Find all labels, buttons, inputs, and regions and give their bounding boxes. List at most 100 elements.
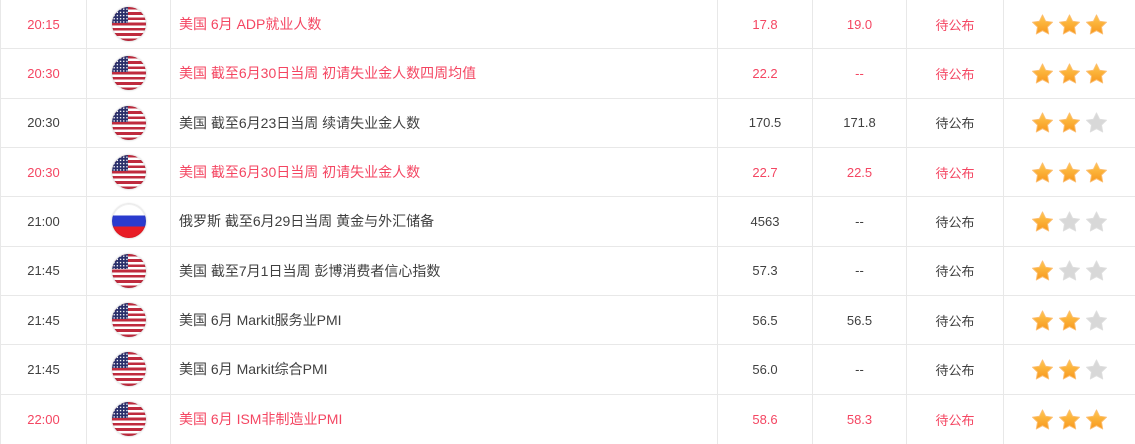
calendar-event-row[interactable]: 20:30 美国 截至6月30日当周 初请失业金人数四周均值 22.2 -- 待…	[1, 49, 1135, 99]
status-badge: 待公布	[906, 49, 1003, 98]
country-flag-cell	[86, 197, 170, 246]
calendar-event-row[interactable]: 21:00 俄罗斯 截至6月29日当周 黄金与外汇储备 4563 -- 待公布	[1, 197, 1135, 247]
calendar-event-row[interactable]: 20:30 美国 截至6月30日当周 初请失业金人数 22.7 22.5 待公布	[1, 147, 1135, 198]
importance-stars	[1031, 111, 1108, 134]
status-badge: 待公布	[906, 197, 1003, 246]
country-flag-cell	[86, 0, 170, 49]
importance-cell	[1003, 394, 1135, 444]
event-time: 20:15	[27, 16, 60, 32]
importance-cell	[1003, 197, 1135, 246]
importance-cell	[1003, 147, 1135, 197]
event-title: 美国 截至6月30日当周 初请失业金人数四周均值	[170, 49, 717, 98]
star-empty-icon	[1085, 309, 1108, 332]
event-title: 美国 6月 Markit服务业PMI	[170, 295, 717, 345]
previous-value: 17.8	[717, 0, 812, 49]
event-title: 美国 6月 ISM非制造业PMI	[170, 394, 717, 444]
importance-cell	[1003, 49, 1135, 98]
previous-value: 58.6	[717, 394, 812, 444]
country-flag-cell	[86, 49, 170, 98]
previous-value: 4563	[717, 197, 812, 246]
forecast-value: 22.5	[812, 147, 906, 197]
forecast-value: 56.5	[812, 295, 906, 345]
event-time: 20:30	[27, 164, 60, 180]
star-filled-icon	[1058, 309, 1081, 332]
status-badge: 待公布	[906, 98, 1003, 147]
us-flag-icon	[111, 303, 146, 338]
event-title: 美国 截至6月23日当周 续请失业金人数	[170, 98, 717, 147]
event-time: 21:45	[27, 263, 60, 279]
event-title: 美国 6月 ADP就业人数	[170, 0, 717, 49]
event-title: 美国 截至6月30日当周 初请失业金人数	[170, 147, 717, 197]
importance-stars	[1031, 161, 1108, 184]
star-filled-icon	[1031, 111, 1054, 134]
star-filled-icon	[1058, 161, 1081, 184]
importance-cell	[1003, 98, 1135, 147]
star-filled-icon	[1058, 111, 1081, 134]
calendar-event-row[interactable]: 21:45 美国 6月 Markit综合PMI 56.0 -- 待公布	[1, 345, 1135, 395]
star-empty-icon	[1085, 210, 1108, 233]
star-empty-icon	[1058, 210, 1081, 233]
star-filled-icon	[1031, 161, 1054, 184]
importance-stars	[1031, 358, 1108, 381]
calendar-event-row[interactable]: 20:30 美国 截至6月23日当周 续请失业金人数 170.5 171.8 待…	[1, 98, 1135, 148]
previous-value: 57.3	[717, 246, 812, 295]
us-flag-icon	[111, 253, 146, 288]
star-filled-icon	[1058, 408, 1081, 431]
star-filled-icon	[1085, 62, 1108, 85]
importance-stars	[1031, 309, 1108, 332]
forecast-value: 19.0	[812, 0, 906, 49]
star-filled-icon	[1031, 210, 1054, 233]
forecast-value: --	[812, 49, 906, 98]
us-flag-icon	[111, 7, 146, 42]
importance-stars	[1031, 259, 1108, 282]
us-flag-icon	[111, 402, 146, 437]
event-time: 22:00	[27, 411, 60, 427]
country-flag-cell	[86, 246, 170, 295]
forecast-value: --	[812, 345, 906, 394]
previous-value: 22.2	[717, 49, 812, 98]
previous-value: 56.5	[717, 295, 812, 345]
event-time: 21:45	[27, 312, 60, 328]
importance-stars	[1031, 13, 1108, 36]
star-empty-icon	[1058, 259, 1081, 282]
country-flag-cell	[86, 147, 170, 197]
status-badge: 待公布	[906, 345, 1003, 394]
us-flag-icon	[111, 352, 146, 387]
calendar-event-row[interactable]: 22:00 美国 6月 ISM非制造业PMI 58.6 58.3 待公布	[1, 394, 1135, 444]
importance-cell	[1003, 345, 1135, 394]
forecast-value: 58.3	[812, 394, 906, 444]
star-filled-icon	[1031, 259, 1054, 282]
status-badge: 待公布	[906, 246, 1003, 295]
previous-value: 56.0	[717, 345, 812, 394]
country-flag-cell	[86, 295, 170, 345]
importance-stars	[1031, 210, 1108, 233]
event-time: 20:30	[27, 65, 60, 81]
event-title: 俄罗斯 截至6月29日当周 黄金与外汇储备	[170, 197, 717, 246]
calendar-event-row[interactable]: 20:15 美国 6月 ADP就业人数 17.8 19.0 待公布	[1, 0, 1135, 50]
star-filled-icon	[1058, 62, 1081, 85]
calendar-event-row[interactable]: 21:45 美国 6月 Markit服务业PMI 56.5 56.5 待公布	[1, 295, 1135, 346]
importance-cell	[1003, 295, 1135, 345]
event-title: 美国 截至7月1日当周 彭博消费者信心指数	[170, 246, 717, 295]
star-filled-icon	[1031, 358, 1054, 381]
star-filled-icon	[1085, 408, 1108, 431]
event-title: 美国 6月 Markit综合PMI	[170, 345, 717, 394]
calendar-event-row[interactable]: 21:45 美国 截至7月1日当周 彭博消费者信心指数 57.3 -- 待公布	[1, 246, 1135, 296]
country-flag-cell	[86, 98, 170, 147]
country-flag-cell	[86, 345, 170, 394]
status-badge: 待公布	[906, 295, 1003, 345]
event-time: 21:00	[27, 213, 60, 229]
star-filled-icon	[1031, 408, 1054, 431]
star-empty-icon	[1085, 358, 1108, 381]
star-filled-icon	[1058, 358, 1081, 381]
previous-value: 22.7	[717, 147, 812, 197]
importance-stars	[1031, 408, 1108, 431]
star-empty-icon	[1085, 259, 1108, 282]
forecast-value: --	[812, 197, 906, 246]
star-filled-icon	[1085, 161, 1108, 184]
event-time: 21:45	[27, 361, 60, 377]
star-empty-icon	[1085, 111, 1108, 134]
star-filled-icon	[1031, 62, 1054, 85]
forecast-value: 171.8	[812, 98, 906, 147]
